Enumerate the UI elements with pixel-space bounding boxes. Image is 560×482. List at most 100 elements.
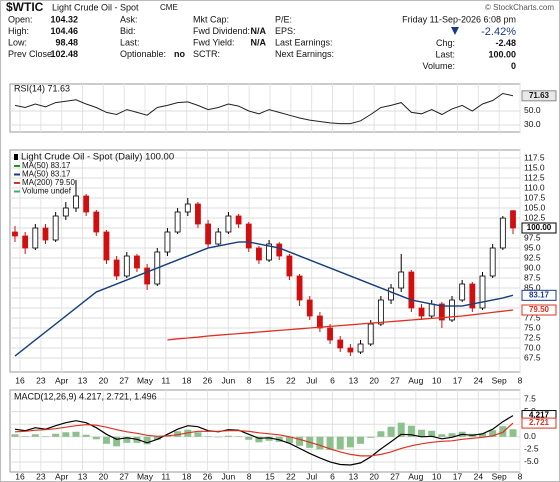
legend-entry: MA(200) 79.50 (22, 178, 75, 187)
field-label: Last Earnings: (275, 37, 333, 47)
x-tick-label: 27 (119, 471, 129, 481)
candle-body (398, 271, 405, 289)
last-value-label: 83.17 (529, 290, 550, 299)
histogram-bar (285, 436, 293, 444)
panel-label: RSI(14) 71.63 (14, 83, 70, 93)
x-tick-label: 8 (247, 375, 252, 385)
candle-body (32, 227, 39, 249)
histogram-bar (316, 436, 324, 450)
histogram-bar (326, 436, 334, 450)
y-tick-label: 105.0 (524, 202, 546, 212)
field-label: Prev Close: (8, 49, 55, 59)
candle-body (103, 231, 110, 261)
candle-body (337, 339, 344, 349)
y-tick-label: -5.0 (524, 456, 539, 466)
y-tick-label: 70.0 (524, 342, 541, 352)
y-tick-label: 95.0 (524, 242, 541, 252)
x-tick-label: 20 (99, 471, 109, 481)
field-value: -2.48 (495, 38, 516, 48)
histogram-bar (438, 434, 446, 437)
panel (9, 149, 521, 373)
x-tick-label: 13 (78, 375, 88, 385)
field-label: Optionable: (120, 49, 166, 59)
candle-body (22, 235, 29, 249)
candle-body (479, 275, 486, 309)
x-tick-label: 11 (161, 471, 170, 481)
y-tick-label: 7.5 (524, 393, 536, 403)
histogram-bar (31, 434, 39, 437)
x-tick-label: May (137, 375, 154, 385)
candle-body (205, 223, 212, 245)
field-value: no (174, 49, 185, 59)
y-tick-label: 110.0 (524, 182, 545, 192)
x-tick-label: Jul (306, 471, 317, 481)
last-value-label: 2.721 (529, 418, 550, 427)
candle-body (438, 303, 445, 321)
x-tick-label: 8 (247, 471, 252, 481)
candle-body (510, 210, 516, 229)
x-tick-label: 16 (15, 375, 25, 385)
last-value-label: 71.63 (529, 91, 550, 100)
candle-body (408, 271, 415, 309)
histogram-bar (407, 425, 415, 437)
legend-entry: MA(50) 83.17 (22, 170, 71, 179)
candle-body (184, 203, 191, 213)
field-label: Ask: (120, 14, 138, 24)
candle-body (377, 299, 384, 325)
field-label: Next Earnings: (275, 49, 334, 59)
x-tick-label: 8 (518, 375, 523, 385)
x-tick-label: Aug (408, 375, 423, 385)
legend-entry: Light Crude Oil - Spot (Daily) 100.00 (21, 152, 174, 163)
candle-body (235, 215, 242, 225)
last-value-label: 79.50 (529, 305, 550, 314)
x-tick-label: 23 (36, 375, 46, 385)
y-tick-label: 107.5 (524, 192, 546, 202)
candle-body (93, 211, 100, 233)
histogram-bar (509, 429, 517, 437)
field-value: N/A (251, 37, 267, 47)
x-tick-label: 27 (119, 375, 129, 385)
y-tick-label: 87.5 (524, 272, 541, 282)
legend-entry: MA(50) 83.17 (22, 161, 71, 170)
histogram-bar (336, 436, 344, 450)
field-label: Bid: (120, 26, 136, 36)
field-label: Chg: (436, 38, 455, 48)
x-tick-label: 26 (203, 471, 213, 481)
candle-body (245, 223, 252, 249)
candle-body (123, 255, 130, 277)
candle-body (428, 303, 435, 317)
candle-body (449, 299, 455, 321)
y-tick-label: 115.0 (524, 162, 545, 172)
histogram-bar (92, 436, 100, 440)
candle-body (469, 283, 476, 309)
x-tick-label: 20 (369, 375, 379, 385)
x-tick-label: Jun (221, 471, 235, 481)
field-value: 104.32 (50, 14, 78, 24)
field-label: Last: (435, 49, 455, 59)
symbol: $WTIC (6, 0, 44, 14)
histogram-bar (224, 435, 232, 437)
y-tick-label: 90.0 (524, 262, 541, 272)
histogram-bar (102, 436, 110, 444)
candle-body (347, 347, 354, 353)
x-tick-label: Jul (306, 375, 317, 385)
candle-body (459, 283, 466, 301)
x-tick-label: 6 (330, 375, 335, 385)
panel-label: MACD(12,26,9) 4.217, 2.721, 1.496 (14, 391, 157, 401)
x-tick-label: 24 (474, 375, 484, 385)
histogram-bar (235, 436, 243, 437)
last-value-label: 4.217 (529, 411, 550, 420)
histogram-bar (123, 436, 131, 443)
histogram-bar (194, 432, 202, 437)
candle-body (388, 287, 394, 301)
field-label: Volume: (422, 61, 455, 71)
line (14, 422, 514, 457)
y-tick-label: 102.5 (524, 212, 546, 222)
candle-body (256, 247, 262, 261)
x-tick-label: 13 (349, 375, 359, 385)
histogram-bar (72, 431, 80, 437)
x-tick-label: Aug (408, 471, 423, 481)
x-tick-label: Apr (55, 375, 68, 385)
x-tick-label: 13 (349, 471, 359, 481)
